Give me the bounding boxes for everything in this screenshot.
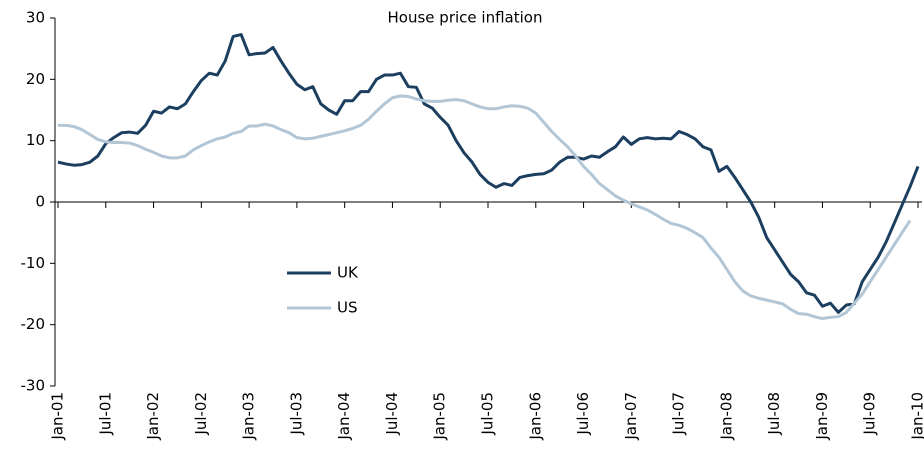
x-tick-label: Jul-06 [574, 392, 592, 436]
x-tick-label: Jan-05 [431, 392, 449, 441]
x-tick-label: Jan-09 [813, 392, 831, 441]
x-tick-label: Jan-08 [717, 392, 735, 441]
x-tick-label: Jul-07 [670, 392, 688, 436]
chart-title: House price inflation [388, 9, 543, 27]
x-tick-label: Jan-01 [49, 392, 67, 441]
x-tick-label: Jul-08 [765, 392, 783, 436]
x-tick-label: Jan-06 [526, 392, 544, 441]
series-line [57, 33, 920, 314]
legend-label: UK [337, 264, 359, 282]
y-tick-label: -20 [21, 315, 46, 333]
y-tick-label: 10 [26, 131, 45, 149]
x-tick-label: Jan-04 [335, 392, 353, 441]
y-tick-label: -10 [21, 254, 46, 272]
y-tick-label: 0 [35, 193, 45, 211]
x-tick-label: Jul-04 [383, 392, 401, 436]
series-line [58, 94, 912, 321]
x-tick-label: Jul-01 [96, 392, 114, 436]
x-tick-label: Jan-07 [622, 392, 640, 441]
y-tick-label: 30 [26, 9, 45, 27]
x-tick-label: Jan-02 [144, 392, 162, 441]
x-tick-label: Jan-03 [240, 392, 258, 441]
x-tick-label: Jul-03 [287, 392, 305, 436]
y-tick-label: -30 [21, 377, 46, 395]
x-tick-label: Jul-02 [192, 392, 210, 436]
y-tick-label: 20 [26, 70, 45, 88]
x-tick-label: Jul-05 [479, 392, 497, 436]
legend-label: US [337, 299, 358, 317]
x-tick-label: Jan-10 [909, 392, 924, 441]
x-tick-label: Jul-09 [861, 392, 879, 436]
